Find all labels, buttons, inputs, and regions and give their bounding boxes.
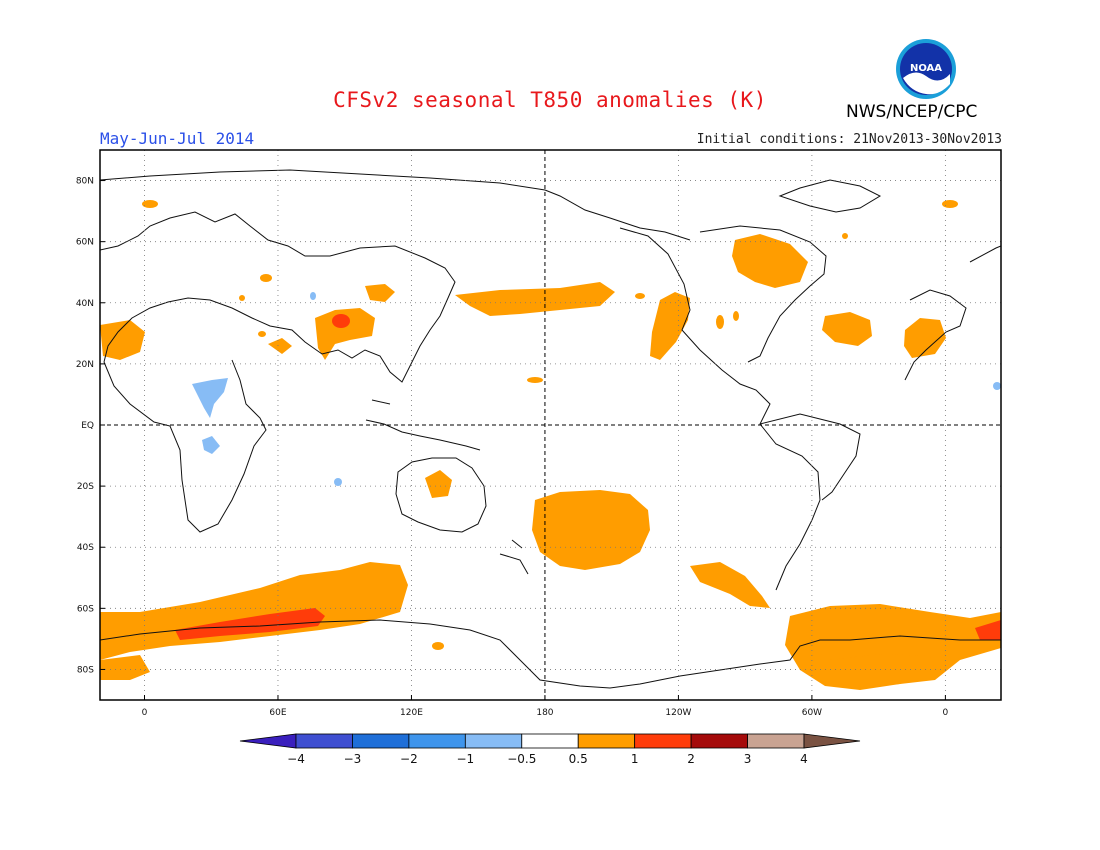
- lon-label-60e: 60E: [269, 708, 286, 718]
- lat-label-20n: 20N: [76, 360, 94, 370]
- colorbar-swatch: [521, 733, 579, 749]
- agency-label: NWS/NCEP/CPC: [846, 102, 978, 122]
- lat-label-40n: 40N: [76, 299, 94, 309]
- anomaly-south-pacific-east: [690, 562, 770, 608]
- anomaly-atlantic-antarctic-strong: [975, 620, 1001, 640]
- forecast-period: May-Jun-Jul 2014: [100, 129, 255, 148]
- colorbar-arrow-left: [239, 733, 297, 749]
- colorbar-swatch: [634, 733, 692, 749]
- anomaly-canada: [732, 234, 808, 288]
- logo-text: NOAA: [910, 63, 942, 74]
- anomaly-southern-ocean-atlantic: [100, 655, 150, 680]
- colorbar-tick-label: 0.5: [569, 752, 588, 766]
- colorbar-swatch: [352, 733, 410, 749]
- noaa-logo-icon: NOAA: [895, 38, 957, 100]
- anomaly-southern-ocean-indian: [100, 562, 408, 660]
- colorbar-tick-label: −3: [344, 752, 362, 766]
- colorbar-tick-label: 4: [800, 752, 808, 766]
- colorbar-tick-label: 3: [744, 752, 752, 766]
- lon-label-60w: 60W: [802, 708, 822, 718]
- lat-label-60s: 60S: [77, 604, 94, 614]
- lon-label-120e: 120E: [400, 708, 423, 718]
- lat-label-40s: 40S: [77, 543, 94, 553]
- lat-label-80s: 80S: [77, 665, 94, 675]
- anomaly-australia: [425, 470, 452, 498]
- anomaly-california-coast: [650, 292, 690, 360]
- colorbar-tick-label: −1: [456, 752, 474, 766]
- colorbar-swatch: [408, 733, 466, 749]
- warm-anomaly-regions: [100, 200, 1001, 690]
- anomaly-south-pacific: [532, 490, 650, 570]
- lat-label-80n: 80N: [76, 177, 94, 187]
- colorbar-tick-label: 1: [631, 752, 639, 766]
- anomaly-central-asia: [365, 284, 395, 302]
- colorbar-tick-label: −0.5: [507, 752, 536, 766]
- colorbar-swatch: [464, 733, 523, 749]
- anomaly-antarctic-coast-strong: [175, 608, 325, 640]
- lon-label-0: 0: [943, 708, 949, 718]
- longitude-labels: 0 60E 120E 180 120W 60W 0: [142, 695, 949, 718]
- lat-label-60n: 60N: [76, 238, 94, 248]
- anomaly-tibet-strong: [332, 314, 350, 328]
- anomaly-arabia: [268, 338, 292, 354]
- anomaly-north-atlantic: [822, 312, 872, 346]
- anomaly-north-pacific-band: [455, 282, 615, 316]
- colorbar-swatch: [295, 733, 353, 749]
- lat-label-eq: EQ: [81, 421, 94, 431]
- strong-warm-anomaly-regions: [175, 314, 1001, 640]
- anomaly-central-africa: [202, 436, 220, 454]
- coastlines: [100, 169, 1001, 689]
- anomaly-tibet: [315, 308, 375, 360]
- colorbar-tick-label: −2: [400, 752, 418, 766]
- colorbar-swatch: [690, 733, 748, 749]
- reference-lines: [100, 150, 1001, 700]
- colorbar-tick-label: 2: [687, 752, 695, 766]
- colorbar-swatch: [747, 733, 805, 749]
- lon-label-120w: 120W: [665, 708, 691, 718]
- colorbar-tick-label: −4: [287, 752, 305, 766]
- initial-conditions: Initial conditions: 21Nov2013-30Nov2013: [696, 132, 1002, 147]
- lat-label-20s: 20S: [77, 482, 94, 492]
- anomaly-antarctica-pacific: [830, 654, 936, 688]
- anomaly-west-africa: [100, 320, 145, 360]
- cool-anomaly-regions: [192, 292, 1001, 486]
- anomaly-iberia-africa: [904, 318, 946, 358]
- colorbar-swatch: [577, 733, 636, 749]
- colorbar: −4 −3 −2 −1 −0.5 0.5 1 2 3 4: [239, 733, 861, 766]
- latitude-labels: 80N 60N 40N 20N EQ 20S 40S 60S 80S: [76, 177, 105, 675]
- lon-label-0: 0: [142, 708, 148, 718]
- lon-label-180: 180: [536, 708, 553, 718]
- chart-title: CFSv2 seasonal T850 anomalies (K): [333, 88, 767, 112]
- colorbar-arrow-right: [803, 733, 861, 749]
- anomaly-east-africa: [192, 378, 228, 418]
